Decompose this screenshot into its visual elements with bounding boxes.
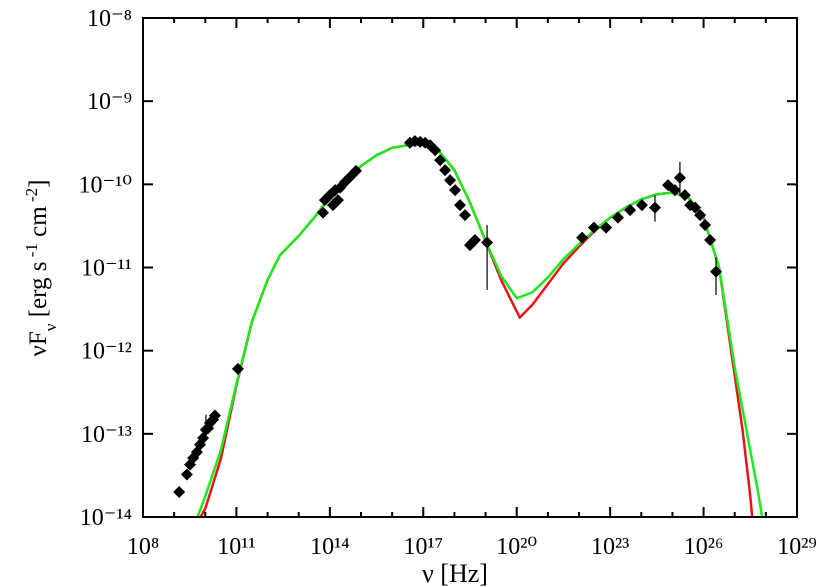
x-tick-label: 10²⁹ [777, 534, 817, 560]
y-tick-label: 10⁻¹¹ [81, 256, 132, 282]
y-axis-label-part: -2 [22, 188, 41, 206]
x-tick-label: 10¹¹ [217, 534, 255, 560]
data-point [449, 184, 462, 197]
data-point [635, 199, 648, 212]
data-point [678, 189, 691, 202]
data-point [611, 211, 624, 224]
data-point [624, 204, 637, 217]
y-tick-label: 10⁻¹⁴ [80, 505, 132, 531]
x-tick-label: 10²⁶ [684, 534, 724, 560]
data-point [576, 231, 589, 244]
data-point [208, 409, 221, 422]
data-point [468, 234, 481, 247]
data-point [429, 144, 442, 157]
data-point [439, 164, 452, 177]
data-point [694, 209, 707, 222]
data-point [454, 199, 467, 212]
x-tick-label: 10¹⁷ [404, 534, 444, 560]
frame [142, 17, 798, 518]
y-tick-label: 10⁻¹³ [81, 422, 132, 448]
model-line [199, 143, 754, 518]
data-point [231, 362, 244, 375]
y-axis-label-part: νF [25, 331, 52, 356]
data-point [331, 194, 344, 207]
y-axis-label-part: ] [25, 180, 52, 188]
data-point [434, 154, 447, 167]
y-axis-label: νFν [erg s -1 cm -2] [22, 180, 60, 357]
data-point [459, 209, 472, 222]
y-tick-label: 10⁻¹² [81, 339, 132, 365]
y-tick-label: 10⁻⁸ [87, 6, 132, 32]
data-point [704, 234, 717, 247]
data-point [689, 201, 702, 214]
data-point [444, 174, 457, 187]
y-tick-label: 10⁻⁹ [87, 89, 132, 115]
data-point [317, 206, 330, 219]
data-point [600, 221, 613, 234]
data-point [173, 485, 186, 498]
model-line [196, 143, 764, 518]
y-axis-label-part: cm [25, 206, 52, 243]
y-axis-label-part: -1 [22, 243, 41, 261]
x-tick-label: 10²⁰ [496, 534, 537, 560]
data-point [350, 164, 363, 177]
data-point [673, 171, 686, 184]
y-tick-label: 10⁻¹⁰ [79, 172, 132, 198]
x-tick-label: 10¹⁴ [310, 534, 350, 560]
y-axis-label-part: [erg s [25, 262, 52, 324]
data-point [587, 221, 600, 234]
plot [173, 135, 764, 518]
data-point [648, 201, 661, 214]
x-axis-label: ν [Hz] [422, 559, 488, 587]
x-tick-label: 10⁸ [127, 534, 159, 560]
data-point [668, 184, 681, 197]
data-point [699, 219, 712, 232]
data-point [481, 236, 494, 249]
data-point [710, 265, 723, 278]
x-tick-label: 10²³ [591, 534, 629, 560]
data-point [180, 468, 193, 481]
y-axis-label-part: ν [41, 323, 60, 331]
